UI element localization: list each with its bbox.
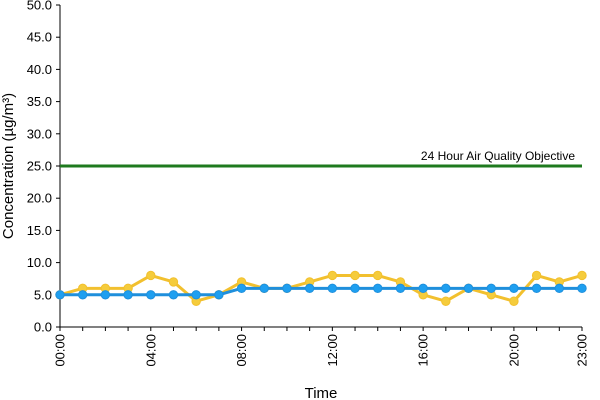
data-point xyxy=(531,270,542,281)
y-tick-label: 45.0 xyxy=(27,30,52,45)
x-tick-label: 00:00 xyxy=(53,334,68,367)
data-point xyxy=(509,283,519,294)
data-point xyxy=(168,277,179,287)
data-point xyxy=(577,283,587,294)
x-tick-label: 16:00 xyxy=(416,334,431,367)
y-tick-label: 15.0 xyxy=(27,223,52,238)
data-point xyxy=(77,290,88,300)
y-tick-label: 10.0 xyxy=(27,255,52,270)
data-point xyxy=(100,290,111,300)
y-tick-label: 20.0 xyxy=(27,191,52,206)
data-point xyxy=(168,290,179,300)
data-point xyxy=(418,283,428,294)
y-tick-label: 5.0 xyxy=(34,287,52,302)
y-axis-label: Concentration (µg/m³) xyxy=(0,93,17,239)
y-tick-label: 50.0 xyxy=(27,0,52,13)
data-point xyxy=(123,290,133,300)
series-group xyxy=(55,270,587,306)
reference-line-label: 24 Hour Air Quality Objective xyxy=(421,149,575,163)
data-point xyxy=(327,270,338,281)
data-point xyxy=(441,296,451,306)
data-point xyxy=(441,283,451,294)
data-point xyxy=(146,290,156,300)
reference-line-group: 24 Hour Air Quality Objective xyxy=(60,149,582,168)
data-point xyxy=(373,270,383,281)
x-tick-label: 08:00 xyxy=(234,334,249,367)
data-point xyxy=(486,283,496,294)
data-point xyxy=(304,283,315,294)
data-point xyxy=(531,283,542,294)
x-tick-label: 23:00 xyxy=(575,334,590,367)
data-point xyxy=(373,283,383,294)
data-point xyxy=(214,290,224,300)
x-tick-label: 20:00 xyxy=(506,334,521,367)
data-point xyxy=(577,270,587,281)
data-point xyxy=(463,283,474,294)
y-tick-label: 35.0 xyxy=(27,94,52,109)
data-point xyxy=(509,296,519,306)
data-point xyxy=(327,283,338,294)
data-point xyxy=(395,283,406,294)
y-tick-label: 25.0 xyxy=(27,159,52,174)
data-point xyxy=(146,270,156,281)
series-line xyxy=(60,286,582,297)
y-tick-label: 0.0 xyxy=(34,320,52,335)
y-tick-label: 40.0 xyxy=(27,62,52,77)
data-point xyxy=(191,290,201,300)
x-tick-label: 04:00 xyxy=(143,334,158,367)
data-point xyxy=(554,283,565,294)
axes: 0.0 5.0 10.0 15.0 20.0 25.0 30.0 35.0 40.0 45.0 50… xyxy=(27,0,590,367)
x-tick-label: 12:00 xyxy=(325,334,340,367)
data-point xyxy=(236,283,247,294)
y-tick-label: 30.0 xyxy=(27,126,52,141)
data-point xyxy=(350,270,360,281)
data-point xyxy=(259,283,269,294)
x-axis-label: Time xyxy=(305,385,338,400)
data-point xyxy=(282,283,292,294)
data-point xyxy=(55,290,65,300)
data-point xyxy=(350,283,360,294)
series-2 xyxy=(55,283,587,300)
